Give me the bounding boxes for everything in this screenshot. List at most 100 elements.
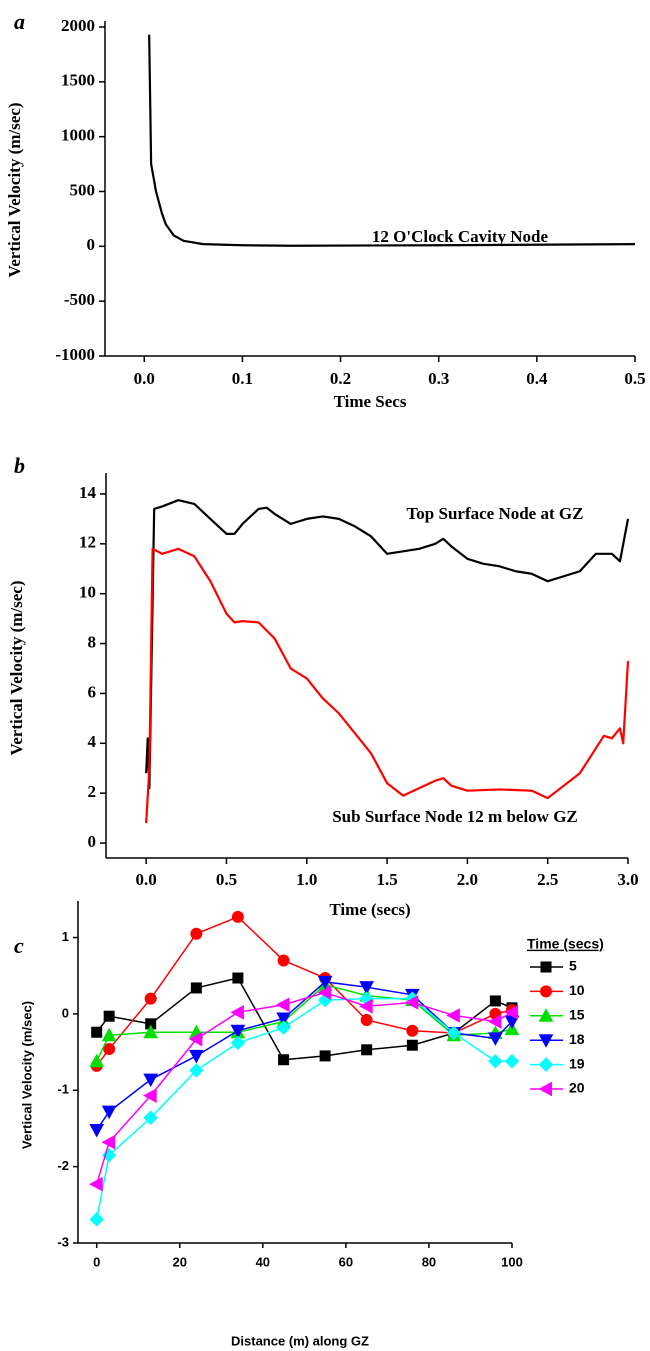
marker <box>145 1018 157 1030</box>
marker <box>406 1024 419 1037</box>
marker <box>359 981 374 995</box>
series-line <box>148 34 636 247</box>
marker <box>189 1049 204 1064</box>
marker <box>359 998 373 1014</box>
panel-label: b <box>14 453 25 478</box>
legend-label: 5 <box>569 958 577 974</box>
marker <box>487 1014 502 1029</box>
y-tick-label: 1500 <box>61 71 95 90</box>
legend-label: 18 <box>569 1031 585 1047</box>
y-tick-label: -3 <box>57 1234 69 1249</box>
marker <box>538 1057 554 1072</box>
y-axis-label: Vertical Velocity (m/sec) <box>19 1001 34 1149</box>
marker <box>103 1010 115 1022</box>
y-tick-label: 1000 <box>61 126 95 145</box>
marker <box>317 975 333 990</box>
marker <box>89 1212 104 1227</box>
x-tick-label: 0 <box>93 1254 100 1269</box>
marker <box>538 1034 554 1048</box>
marker <box>188 1031 203 1047</box>
series-line <box>145 499 630 790</box>
marker <box>488 1054 503 1069</box>
legend-label: 10 <box>569 982 585 998</box>
marker <box>540 961 552 973</box>
y-tick-label: -1000 <box>55 345 95 364</box>
x-tick-label: 0.0 <box>134 369 155 388</box>
marker <box>538 1008 554 1022</box>
marker <box>231 910 244 923</box>
y-tick-label: 12 <box>79 533 96 552</box>
x-tick-label: 1.5 <box>376 870 397 889</box>
marker <box>489 995 501 1007</box>
x-tick-label: 80 <box>422 1254 436 1269</box>
y-tick-label: 10 <box>79 583 96 602</box>
y-tick-label: 2 <box>88 782 97 801</box>
x-tick-label: 0.5 <box>216 870 237 889</box>
marker <box>89 1123 105 1138</box>
x-tick-label: 0.5 <box>624 369 645 388</box>
annotation: Top Surface Node at GZ <box>407 504 584 523</box>
marker <box>361 1044 373 1056</box>
y-tick-label: 1 <box>62 929 69 944</box>
marker <box>319 1050 331 1062</box>
y-axis-label: Vertical Velocity (m/sec) <box>7 581 26 756</box>
marker <box>189 1063 204 1078</box>
marker <box>446 1008 460 1023</box>
x-axis-label: Time (secs) <box>329 900 410 919</box>
marker <box>317 985 332 1000</box>
y-tick-label: 4 <box>88 732 97 751</box>
y-tick-label: 2000 <box>61 16 95 35</box>
marker <box>278 1054 290 1066</box>
marker <box>101 1105 117 1120</box>
y-tick-label: 8 <box>88 632 97 651</box>
marker <box>91 1026 103 1038</box>
series-line <box>95 991 513 1185</box>
marker <box>101 1134 116 1150</box>
y-tick-label: 6 <box>88 682 97 701</box>
x-tick-label: 0.1 <box>232 369 253 388</box>
marker <box>190 927 203 940</box>
annotation: Sub Surface Node 12 m below GZ <box>332 807 578 826</box>
marker <box>404 995 419 1010</box>
y-axis-label: Vertical Velocity (m/sec) <box>5 103 24 278</box>
marker <box>538 1081 552 1097</box>
marker <box>230 1024 246 1039</box>
panel: b 0 2 4 6 8 10 12 14 0.0 0.5 1.0 1.5 2.0 2.5 3.0 Time (s… <box>7 453 639 919</box>
y-tick-label: 14 <box>79 483 97 502</box>
marker <box>446 1025 462 1041</box>
x-axis-label: Distance (m) along GZ <box>231 1333 369 1348</box>
y-tick-label: 0 <box>62 1005 69 1020</box>
x-tick-label: 0.4 <box>526 369 548 388</box>
y-tick-label: 500 <box>70 180 96 199</box>
marker <box>277 954 290 967</box>
marker <box>143 1110 158 1125</box>
x-tick-label: 0.2 <box>330 369 351 388</box>
marker <box>504 1005 518 1020</box>
marker <box>406 1039 418 1051</box>
panel-label: c <box>14 933 24 958</box>
marker <box>230 1005 244 1020</box>
marker <box>276 1020 291 1035</box>
legend-label: 15 <box>569 1007 585 1023</box>
marker <box>103 1043 116 1056</box>
series-line <box>145 547 630 824</box>
x-tick-label: 1.0 <box>296 870 317 889</box>
x-tick-label: 40 <box>256 1254 270 1269</box>
y-tick-label: -500 <box>64 290 95 309</box>
legend-label: 19 <box>569 1055 585 1071</box>
marker <box>232 972 244 984</box>
series-line <box>96 977 513 1061</box>
x-tick-label: 100 <box>501 1254 523 1269</box>
x-tick-label: 2.0 <box>457 870 478 889</box>
marker <box>488 1032 503 1046</box>
marker <box>540 985 552 998</box>
panel: a -1000 -500 0 500 1000 1500 2000 0.0 0.1 0.2 0.3 0.… <box>5 9 646 411</box>
series-line <box>96 916 513 1067</box>
marker <box>143 1073 159 1088</box>
marker <box>144 992 157 1005</box>
x-tick-label: 2.5 <box>537 870 558 889</box>
x-tick-label: 0.0 <box>136 870 157 889</box>
y-tick-label: 0 <box>88 832 97 851</box>
